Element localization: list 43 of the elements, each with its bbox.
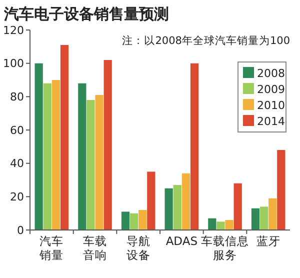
bar	[34, 63, 43, 230]
x-tick-label: 蓝牙	[256, 234, 280, 248]
bar	[52, 80, 60, 230]
x-tick-label: 车载音响	[83, 234, 107, 262]
y-tick-label: 100	[3, 57, 24, 70]
bar	[60, 45, 69, 230]
y-tick-label: 40	[10, 157, 24, 170]
bar	[216, 222, 225, 230]
legend-label: 2008	[257, 66, 285, 80]
bar	[95, 95, 104, 230]
bar	[277, 150, 286, 230]
bar	[43, 83, 52, 230]
bar	[225, 220, 234, 230]
x-tick-label: 车载信息服务	[201, 234, 249, 262]
bar	[104, 60, 112, 230]
legend-label: 2010	[257, 98, 285, 112]
bar	[121, 212, 130, 230]
y-tick-label: 60	[10, 124, 24, 137]
bar	[173, 185, 182, 230]
y-tick-label: 80	[10, 90, 24, 104]
bar	[268, 198, 277, 230]
bar	[164, 188, 173, 230]
x-tick-label: ADAS	[166, 234, 198, 248]
bar	[86, 100, 95, 230]
legend-label: 2009	[257, 82, 285, 96]
y-tick-label: 0	[17, 224, 24, 237]
y-tick-label: 120	[3, 24, 24, 37]
y-tick-label: 20	[10, 190, 24, 204]
bar	[182, 173, 190, 230]
annotation: 注：以2008年全球汽车销量为100	[122, 34, 290, 47]
legend-label: 2014	[257, 114, 285, 128]
x-tick-label: 汽车销量	[38, 234, 64, 262]
bar	[190, 63, 199, 230]
bar	[234, 183, 242, 230]
bar	[138, 210, 147, 230]
bar	[208, 218, 216, 230]
bar	[147, 172, 156, 230]
bar	[251, 208, 260, 230]
chart-title: 汽车电子设备销售量预测	[3, 5, 169, 23]
bar	[260, 206, 268, 230]
bar	[130, 213, 138, 230]
bar	[78, 83, 86, 230]
x-tick-label: 导航设备	[126, 234, 150, 262]
